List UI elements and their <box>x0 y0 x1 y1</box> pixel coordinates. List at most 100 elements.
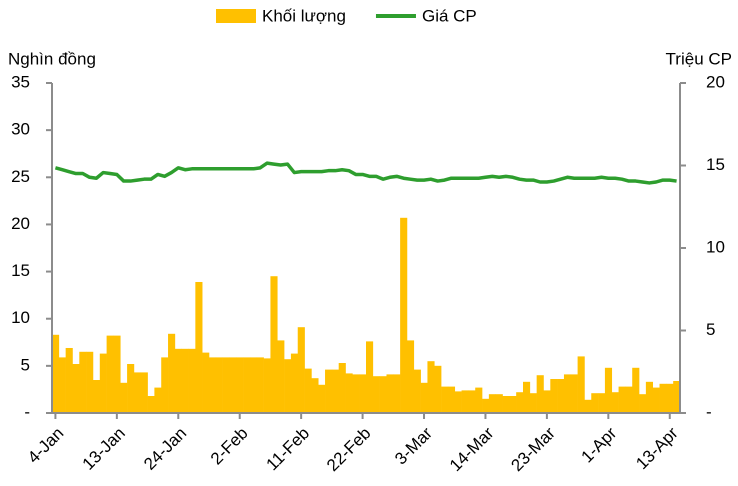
bar <box>584 399 592 413</box>
bar <box>400 217 408 413</box>
y-axis-title: Nghìn đồng <box>8 49 96 68</box>
legend-label: Giá CP <box>422 6 477 25</box>
bar <box>86 351 94 413</box>
bar <box>639 394 647 413</box>
x-tick-label: 2-Feb <box>207 424 252 469</box>
bar <box>604 367 613 413</box>
bar <box>133 372 142 413</box>
bar <box>434 365 442 413</box>
y-tick-label: 35 <box>11 72 30 91</box>
bar <box>475 387 483 413</box>
bar <box>550 379 558 413</box>
bar <box>277 340 285 413</box>
bar <box>215 357 223 413</box>
bar <box>345 373 353 413</box>
bar <box>284 359 292 413</box>
bar <box>441 386 449 413</box>
bar <box>516 392 524 413</box>
x-tick-label: 3-Mar <box>391 423 436 468</box>
x-tick-label: 4-Jan <box>24 424 68 468</box>
bar <box>113 335 121 413</box>
bar <box>263 358 271 413</box>
bar <box>58 357 66 413</box>
y2-axis-title: Triệu CP <box>666 49 732 68</box>
bar <box>174 348 182 413</box>
y-tick-label: 15 <box>11 261 30 280</box>
y2-tick-label: 15 <box>706 155 725 174</box>
x-tick-label: 24-Jan <box>140 424 190 474</box>
bar <box>366 341 374 413</box>
bar <box>92 380 101 413</box>
bar <box>147 396 155 413</box>
bar <box>127 363 135 413</box>
x-tick-label: 1-Apr <box>577 423 620 466</box>
bar <box>65 347 73 413</box>
bar <box>454 391 462 413</box>
bar <box>140 372 148 413</box>
bar <box>577 356 585 413</box>
bar <box>229 357 237 413</box>
bar <box>72 363 80 413</box>
bar <box>52 334 60 413</box>
bar <box>625 386 633 413</box>
bar <box>188 348 196 413</box>
y-tick-label: 25 <box>11 167 30 186</box>
bar <box>256 357 264 413</box>
bar <box>406 340 415 413</box>
bar <box>181 348 189 413</box>
bar <box>652 387 660 413</box>
x-tick-label: 22-Feb <box>323 424 375 476</box>
bar <box>468 390 476 413</box>
bar <box>359 374 367 413</box>
bar <box>393 374 401 413</box>
bar <box>304 368 312 413</box>
bar <box>666 383 674 413</box>
bar <box>209 357 217 413</box>
bar <box>488 394 496 413</box>
y2-tick-label: 20 <box>706 72 725 91</box>
bar <box>563 374 572 413</box>
legend-label: Khối lượng <box>262 6 346 25</box>
y-tick-label: 30 <box>11 120 30 139</box>
bar <box>106 335 114 413</box>
x-tick-label: 13-Apr <box>632 423 682 473</box>
y-tick-label: 10 <box>11 308 30 327</box>
bar <box>168 333 176 413</box>
bar <box>161 357 169 413</box>
bar <box>598 393 606 413</box>
bar <box>611 392 619 413</box>
bar <box>202 352 210 413</box>
bar <box>427 361 435 413</box>
bar <box>529 393 537 413</box>
bar <box>311 378 319 413</box>
bar <box>297 327 305 413</box>
bar <box>570 374 578 413</box>
bar <box>557 379 565 413</box>
bar <box>270 276 278 413</box>
x-tick-label: 14-Mar <box>446 423 498 475</box>
y-tick-label: - <box>24 402 30 421</box>
y-tick-label: 5 <box>21 355 30 374</box>
bar <box>543 390 551 413</box>
bar <box>372 376 380 413</box>
bar <box>318 384 326 413</box>
bar <box>591 393 599 413</box>
bar <box>222 357 230 413</box>
bar <box>120 382 128 413</box>
bar <box>645 381 653 413</box>
bar <box>325 369 333 413</box>
bar <box>99 353 107 413</box>
y2-tick-label: 5 <box>706 320 715 339</box>
bar <box>379 376 387 413</box>
bar <box>618 386 626 413</box>
legend-swatch <box>216 9 256 23</box>
bar <box>154 387 162 413</box>
bar <box>79 351 87 413</box>
bar <box>447 386 456 413</box>
bar <box>195 281 203 413</box>
bar <box>290 353 299 413</box>
y2-tick-label: - <box>706 402 712 421</box>
bar <box>386 374 394 413</box>
price-line <box>54 161 677 185</box>
